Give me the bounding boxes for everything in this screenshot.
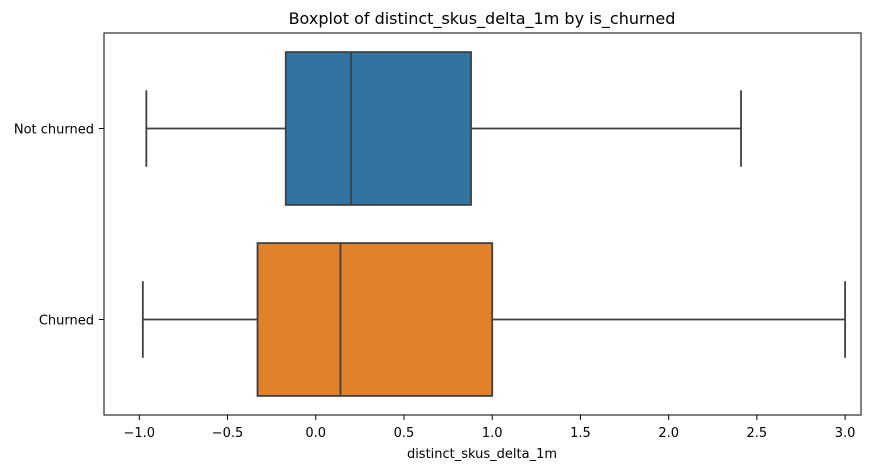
y-tick-label: Churned [39,314,94,329]
box-not-churned [284,51,472,206]
x-tick-label: 2.0 [658,426,679,441]
x-tick-label: 1.5 [570,426,591,441]
y-tick-label: Not churned [14,123,94,138]
x-tick-label: −0.5 [212,426,244,441]
x-tick-label: 0.5 [394,426,415,441]
x-tick-label: 0.0 [305,426,326,441]
x-tick-label: −1.0 [124,426,156,441]
x-axis-label: distinct_skus_delta_1m [407,447,557,462]
x-tick-label: 3.0 [835,426,856,441]
plot-frame [103,32,862,416]
x-tick-label: 1.0 [482,426,503,441]
chart-title: Boxplot of distinct_skus_delta_1m by is_… [289,9,676,29]
box-churned [256,242,494,397]
x-tick-label: 2.5 [747,426,768,441]
plot-area: −1.0 −0.5 0.0 0.5 1.0 1.5 2.0 2.5 3.0 Not churned… [14,32,862,441]
